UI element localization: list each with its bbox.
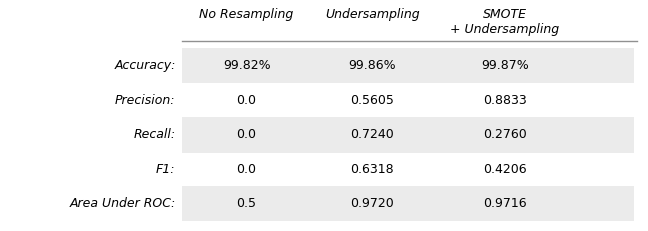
Text: 0.5605: 0.5605 [351, 94, 395, 107]
Text: No Resampling: No Resampling [200, 8, 294, 21]
Text: F1:: F1: [156, 163, 176, 176]
Text: 0.8833: 0.8833 [483, 94, 527, 107]
Text: 0.0: 0.0 [237, 128, 257, 141]
Text: SMOTE
+ Undersampling: SMOTE + Undersampling [450, 8, 559, 36]
Text: Area Under ROC:: Area Under ROC: [69, 197, 176, 210]
Text: 0.7240: 0.7240 [351, 128, 394, 141]
Text: 99.87%: 99.87% [481, 59, 529, 72]
Text: 0.0: 0.0 [237, 163, 257, 176]
Text: 0.5: 0.5 [237, 197, 257, 210]
FancyBboxPatch shape [182, 48, 634, 83]
Text: 0.6318: 0.6318 [351, 163, 394, 176]
Text: 99.82%: 99.82% [223, 59, 270, 72]
Text: 0.0: 0.0 [237, 94, 257, 107]
Text: 0.2760: 0.2760 [483, 128, 527, 141]
Text: Precision:: Precision: [115, 94, 176, 107]
Text: 0.9716: 0.9716 [483, 197, 526, 210]
Text: Recall:: Recall: [133, 128, 176, 141]
Text: 99.86%: 99.86% [349, 59, 396, 72]
Text: 0.4206: 0.4206 [483, 163, 526, 176]
FancyBboxPatch shape [182, 117, 634, 153]
Text: 0.9720: 0.9720 [351, 197, 394, 210]
Text: Undersampling: Undersampling [325, 8, 420, 21]
Text: Accuracy:: Accuracy: [114, 59, 176, 72]
FancyBboxPatch shape [182, 186, 634, 221]
